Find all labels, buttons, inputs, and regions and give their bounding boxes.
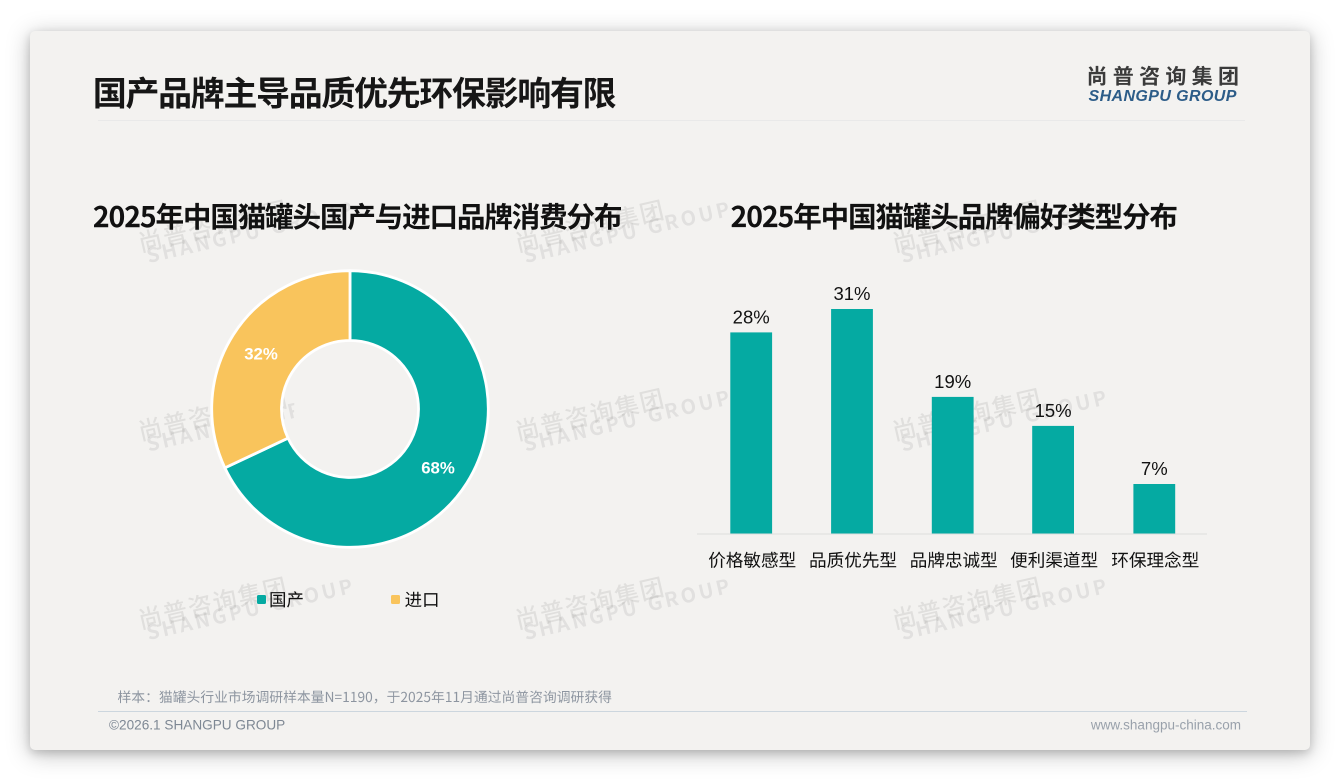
svg-text:SHANGPU GROUP: SHANGPU GROUP — [1089, 88, 1237, 105]
svg-text:31%: 31% — [833, 283, 870, 304]
svg-text:15%: 15% — [1035, 400, 1072, 421]
svg-text:32%: 32% — [244, 345, 278, 364]
svg-text:©2026.1 SHANGPU GROUP: ©2026.1 SHANGPU GROUP — [109, 718, 285, 733]
svg-text:www.shangpu-china.com: www.shangpu-china.com — [1090, 718, 1241, 733]
svg-text:19%: 19% — [934, 371, 971, 392]
svg-text:68%: 68% — [421, 459, 455, 478]
svg-text:7%: 7% — [1141, 458, 1168, 479]
svg-text:28%: 28% — [733, 306, 770, 327]
